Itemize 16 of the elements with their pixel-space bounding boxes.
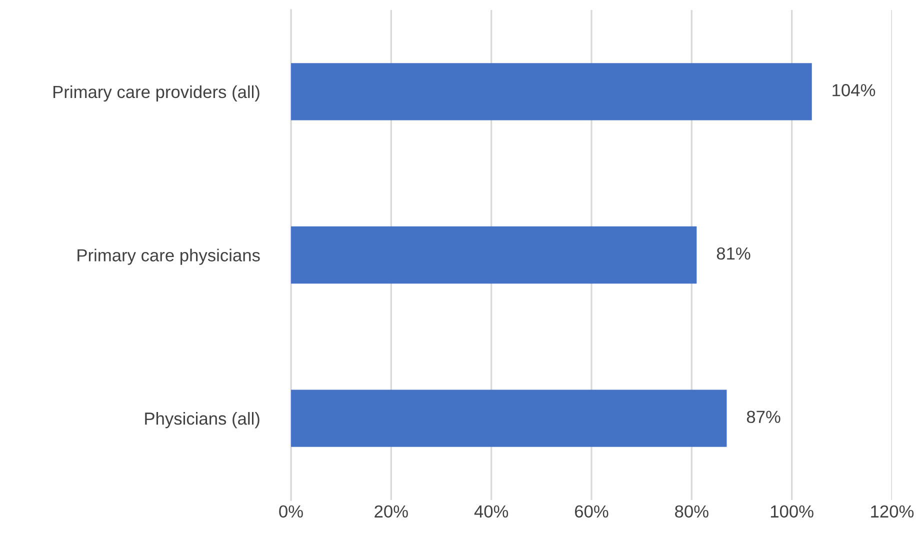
y-tick-label: Primary care physicians [78,248,260,265]
x-tick-label: 60% [575,505,608,518]
bar [291,63,812,120]
x-tick-label: 20% [374,505,408,518]
bar [291,226,697,284]
y-tick-label: Physicians (all) [145,412,260,428]
y-tick-label: Primary care providers (all) [54,85,260,102]
x-tick-label: 40% [474,505,508,518]
x-tick-label: 120% [871,505,914,518]
bar [291,390,727,447]
data-label: 87% [746,410,780,423]
x-tick-label: 100% [770,505,814,518]
data-label: 81% [716,247,750,260]
x-tick-label: 0% [279,505,303,518]
x-tick-label: 80% [675,505,708,518]
data-label: 104% [832,84,876,96]
